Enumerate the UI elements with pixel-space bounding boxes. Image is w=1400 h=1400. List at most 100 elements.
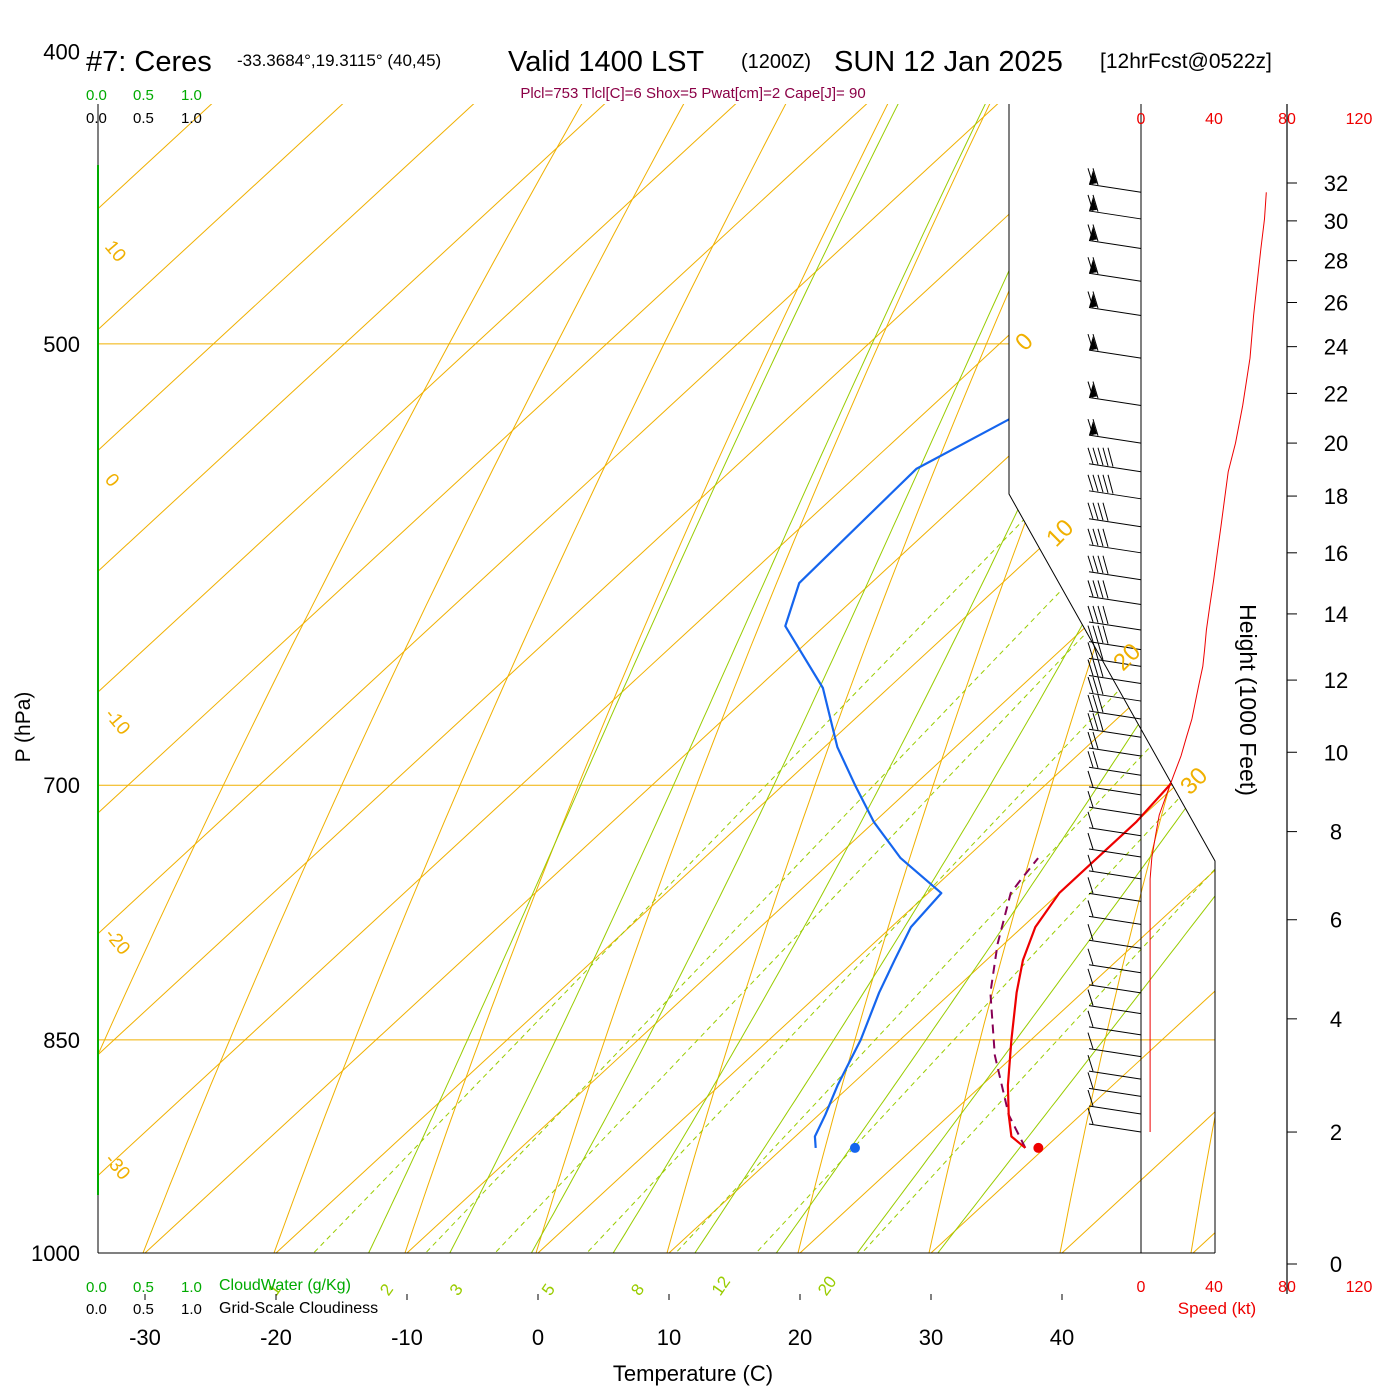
wind-barb bbox=[1087, 1089, 1142, 1115]
cover-scale-top-1: 0.5 bbox=[133, 110, 154, 127]
isotherm bbox=[98, 104, 1215, 1253]
wind-barb bbox=[1087, 989, 1142, 1015]
mixing-ratio-label: 20 bbox=[814, 1273, 840, 1299]
x-tick-label: 20 bbox=[788, 1325, 812, 1350]
wind-barb-feather bbox=[1087, 900, 1094, 917]
moist-adiabat bbox=[730, 104, 1215, 1253]
wind-barb-staff bbox=[1088, 518, 1142, 528]
wind-barb-staff bbox=[1088, 1026, 1142, 1036]
isotherm bbox=[861, 104, 1215, 1253]
wind-barb-feather bbox=[1097, 555, 1104, 574]
cover-scale-top-0: 0.0 bbox=[86, 110, 107, 127]
wind-barb-feather bbox=[1092, 168, 1099, 186]
dewpoint-profile bbox=[784, 104, 1215, 1148]
wind-barb-feather bbox=[1092, 291, 1099, 309]
cover-scale-bottom-0: 0.0 bbox=[86, 1301, 107, 1318]
wind-barb-feather bbox=[1087, 751, 1094, 768]
wind-barb bbox=[1087, 854, 1142, 880]
wind-barb-pennant bbox=[1089, 196, 1097, 211]
height-tick-label: 0 bbox=[1330, 1252, 1342, 1277]
valid-time: Valid 1400 LST bbox=[508, 46, 704, 78]
moist-adiabat bbox=[415, 104, 1215, 1253]
wind-barb-staff bbox=[1088, 675, 1142, 685]
wind-barb bbox=[1087, 168, 1142, 193]
wind-barb-feather bbox=[1087, 291, 1094, 308]
wind-barb-feather bbox=[1087, 224, 1094, 241]
wind-barb-staff bbox=[1088, 240, 1142, 249]
moist-adiabat bbox=[887, 104, 1215, 1253]
isotherm bbox=[98, 104, 996, 1253]
x-tick-label: 30 bbox=[919, 1325, 943, 1350]
wind-barb-feather bbox=[1097, 713, 1104, 731]
wind-barb-feather bbox=[1092, 381, 1099, 399]
mixing-ratio-line bbox=[615, 104, 1215, 1253]
wind-barb bbox=[1087, 333, 1142, 359]
wind-barb bbox=[1087, 291, 1142, 316]
dry-adiabat bbox=[117, 104, 1107, 1253]
moist-adiabat bbox=[337, 104, 1215, 1253]
wind-barb-feather bbox=[1087, 854, 1094, 872]
wind-barb-staff bbox=[1088, 397, 1142, 407]
wind-barb-feather bbox=[1087, 989, 1094, 1006]
wind-barb-feather bbox=[1087, 381, 1094, 398]
isotherm bbox=[599, 104, 1215, 1253]
wind-barb-feather bbox=[1097, 625, 1104, 644]
wind-barb-pennant bbox=[1089, 421, 1097, 436]
wind-barb-feather bbox=[1087, 948, 1094, 965]
x-tick-label: 10 bbox=[657, 1325, 681, 1350]
x-tick-label: 0 bbox=[532, 1325, 544, 1350]
wind-barb-feather bbox=[1092, 694, 1099, 712]
wind-barb-staff bbox=[1088, 827, 1142, 837]
wind-barb-pennant bbox=[1089, 383, 1097, 398]
mixing-ratio-line bbox=[802, 104, 1215, 1253]
wind-barb-staff bbox=[1088, 434, 1142, 444]
wind-barb-feather bbox=[1102, 580, 1109, 599]
isotherm bbox=[730, 104, 1215, 1253]
wind-barb-feather bbox=[1087, 194, 1094, 212]
cloudiness-label: Grid-Scale Cloudiness bbox=[219, 1300, 378, 1317]
wind-barb-feather bbox=[1092, 731, 1099, 749]
cover-scale-top-2: 1.0 bbox=[181, 110, 202, 127]
wind-barb-feather bbox=[1087, 333, 1094, 351]
wind-barb bbox=[1087, 659, 1142, 685]
isotherm-label: -30 bbox=[100, 1150, 134, 1185]
isotherm-label: 0 bbox=[1010, 328, 1039, 357]
wind-barb-feather bbox=[1092, 676, 1099, 694]
wind-barb bbox=[1087, 224, 1142, 249]
wind-barb-feather bbox=[1097, 447, 1104, 466]
wind-barb-feather bbox=[1087, 528, 1094, 545]
wind-barb bbox=[1087, 418, 1142, 444]
cover-scale-bottom-1: 0.5 bbox=[133, 1301, 154, 1318]
wind-barb-feather bbox=[1087, 924, 1094, 941]
dry-adiabat bbox=[1314, 0, 1400, 1317]
isotherm bbox=[468, 104, 1215, 1253]
mixing-ratio-label: 2 bbox=[376, 1280, 397, 1299]
wind-barb bbox=[1087, 877, 1142, 902]
wind-barb-feather bbox=[1092, 751, 1099, 769]
isotherm-label: -20 bbox=[100, 925, 134, 960]
wind-barb-feather bbox=[1102, 625, 1109, 644]
wind-barb-staff bbox=[1088, 595, 1142, 605]
wind-barb-feather bbox=[1087, 877, 1094, 894]
moist-adiabat bbox=[572, 104, 1215, 1253]
isotherm-label: 10 bbox=[1041, 514, 1079, 552]
pressure-tick-label: 1000 bbox=[31, 1241, 80, 1266]
wind-barb-feather bbox=[1097, 474, 1104, 493]
wind-barb-staff bbox=[1088, 892, 1142, 902]
wind-barb-staff bbox=[1088, 544, 1142, 554]
wind-barb-staff bbox=[1088, 1105, 1142, 1115]
wind-barb-staff bbox=[1088, 210, 1142, 220]
mixing-ratio-label: 5 bbox=[538, 1280, 559, 1299]
wind-barb-feather bbox=[1092, 580, 1099, 598]
wind-barb bbox=[1087, 900, 1142, 925]
wind-barb-feather bbox=[1087, 625, 1094, 642]
wind-barb-feather bbox=[1097, 528, 1104, 547]
height-tick-label: 28 bbox=[1324, 249, 1348, 274]
wind-barb-staff bbox=[1088, 747, 1142, 757]
height-tick-label: 24 bbox=[1324, 335, 1348, 360]
isotherm-label: 0 bbox=[100, 470, 123, 492]
isotherm bbox=[98, 104, 1215, 1253]
wind-barb bbox=[1087, 924, 1142, 949]
mixing-ratio-line bbox=[251, 104, 1215, 1253]
